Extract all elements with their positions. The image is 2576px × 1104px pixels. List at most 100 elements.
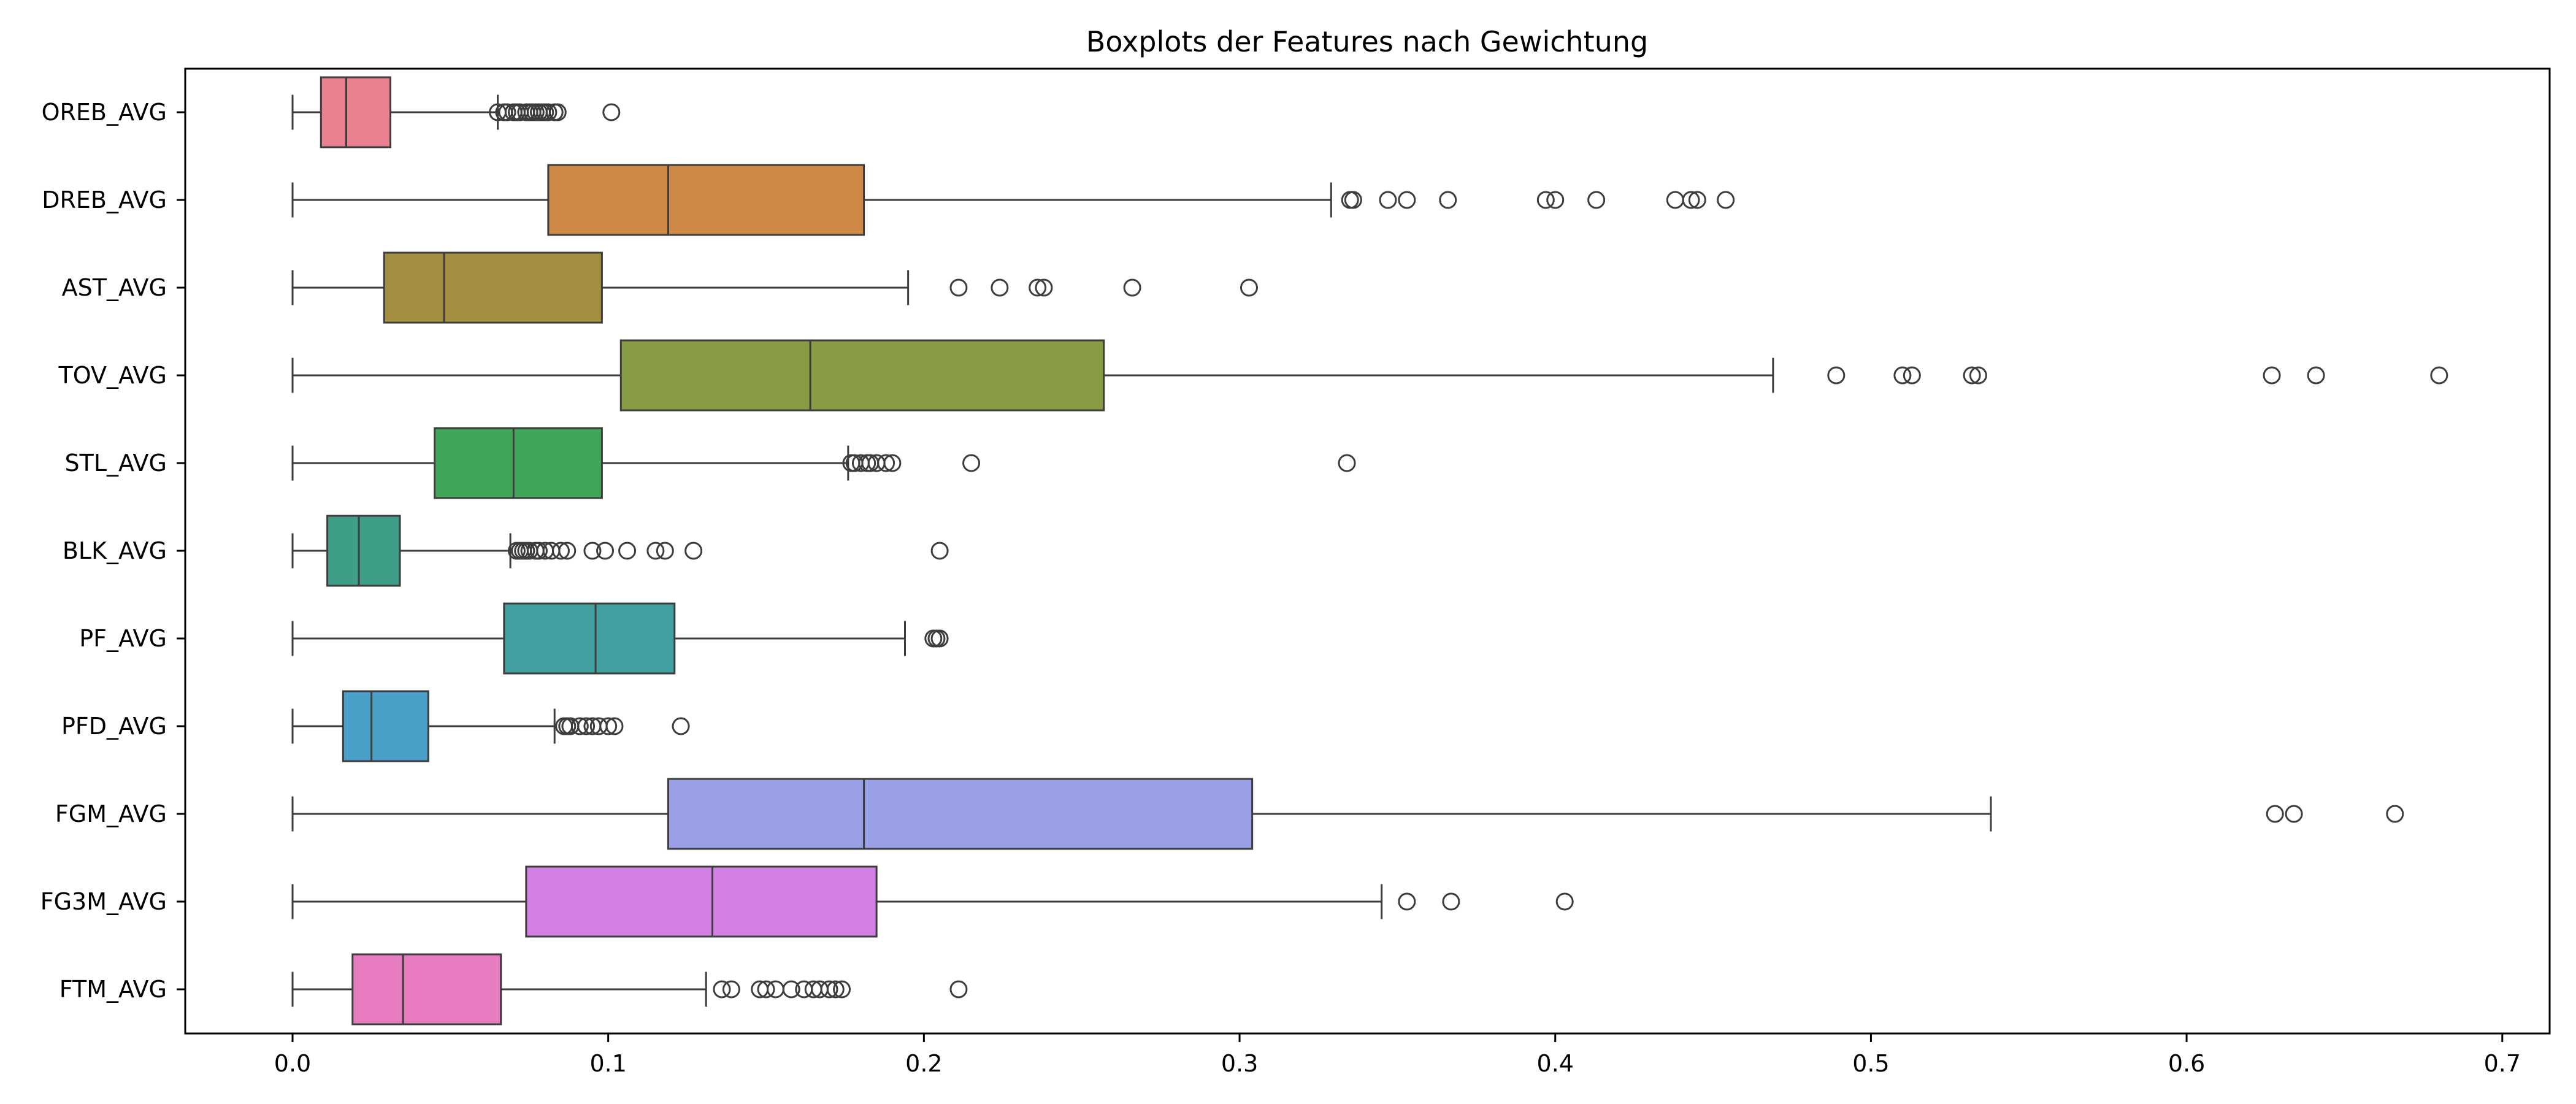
outlier-point	[577, 717, 596, 735]
box-iqr	[525, 865, 878, 938]
outlier-point	[1240, 278, 1258, 297]
x-tick-label: 0.5	[1852, 1050, 1889, 1077]
outlier-point	[1035, 278, 1053, 297]
outlier-point	[1344, 191, 1362, 209]
y-tick-label: FGM_AVG	[55, 800, 167, 827]
box-group-fgm-avg	[291, 778, 2404, 850]
outlier-point	[498, 103, 516, 121]
x-axis: 0.0 0.1 0.2 0.3 0.4 0.5 0.6 0.7	[274, 1033, 2521, 1077]
outlier-point	[713, 980, 731, 999]
y-axis: OREB_AVG DREB_AVG AST_AVG TOV_AVG STL_AVG BLK…	[40, 99, 185, 1003]
box-iqr	[383, 251, 603, 324]
y-tick-label: AST_AVG	[62, 274, 167, 301]
outlier-point	[596, 542, 615, 560]
chart-marks	[291, 76, 2448, 1025]
outlier-point	[605, 717, 624, 735]
outlier-point	[949, 980, 968, 999]
box-group-pfd-avg	[291, 690, 690, 762]
box-iqr	[342, 690, 429, 762]
outlier-point	[883, 454, 902, 472]
y-tick-label: FG3M_AVG	[40, 888, 167, 915]
outlier-point	[1893, 366, 1912, 385]
box-group-dreb-avg	[291, 164, 1735, 236]
box-group-pf-avg	[291, 602, 949, 675]
outlier-point	[1398, 191, 1416, 209]
outlier-point	[2285, 805, 2303, 823]
outlier-point	[599, 717, 618, 735]
outlier-point	[1969, 366, 1987, 385]
outlier-point	[1029, 278, 1047, 297]
outlier-point	[558, 542, 577, 560]
outlier-point	[1903, 366, 1921, 385]
x-tick-label: 0.1	[589, 1050, 626, 1077]
box-iqr	[434, 427, 603, 499]
x-tick-label: 0.2	[905, 1050, 942, 1077]
outlier-point	[1123, 278, 1141, 297]
box-iqr	[326, 515, 401, 587]
x-tick-label: 0.7	[2484, 1050, 2521, 1077]
x-tick-label: 0.3	[1221, 1050, 1258, 1077]
outlier-point	[529, 542, 548, 560]
outlier-point	[539, 103, 558, 121]
box-group-ast-avg	[291, 251, 1258, 324]
outlier-point	[684, 542, 703, 560]
box-iqr	[320, 76, 392, 148]
x-tick-label: 0.6	[2168, 1050, 2205, 1077]
box-group-stl-avg	[291, 427, 1356, 499]
outlier-point	[795, 980, 813, 999]
outlier-point	[782, 980, 800, 999]
outlier-point	[1666, 191, 1684, 209]
outlier-point	[1546, 191, 1565, 209]
x-tick-label: 0.0	[274, 1050, 311, 1077]
outlier-point	[646, 542, 665, 560]
outlier-point	[1587, 191, 1606, 209]
outlier-point	[570, 717, 589, 735]
y-tick-label: OREB_AVG	[42, 99, 167, 126]
outlier-point	[722, 980, 740, 999]
outlier-point	[877, 454, 895, 472]
outlier-point	[1442, 892, 1460, 911]
outlier-point	[583, 542, 602, 560]
outlier-point	[2386, 805, 2404, 823]
y-tick-label: DREB_AVG	[42, 186, 167, 213]
box-group-oreb-avg	[291, 76, 621, 148]
outlier-point	[930, 629, 949, 648]
y-tick-label: STL_AVG	[64, 450, 167, 477]
box-group-blk-avg	[291, 515, 949, 587]
outlier-point	[1717, 191, 1735, 209]
outlier-point	[1827, 366, 1846, 385]
outlier-point	[1398, 892, 1416, 911]
y-tick-label: PFD_AVG	[61, 713, 167, 740]
outlier-point	[602, 103, 621, 121]
outlier-point	[2430, 366, 2448, 385]
box-iqr	[503, 602, 676, 675]
outlier-point	[1338, 454, 1356, 472]
box-group-fg3m-avg	[291, 865, 1574, 938]
outlier-point	[1536, 191, 1555, 209]
box-group-ftm-avg	[291, 953, 968, 1025]
outlier-point	[991, 278, 1009, 297]
outlier-point	[820, 980, 838, 999]
chart-title: Boxplots der Features nach Gewichtung	[1086, 25, 1648, 58]
x-tick-label: 0.4	[1537, 1050, 1574, 1077]
box-group-tov-avg	[291, 339, 2448, 412]
outlier-point	[1439, 191, 1457, 209]
outlier-point	[2263, 366, 2281, 385]
outlier-point	[833, 980, 851, 999]
y-tick-label: TOV_AVG	[58, 362, 167, 389]
y-tick-label: PF_AVG	[79, 625, 167, 652]
box-iqr	[547, 164, 865, 236]
outlier-point	[672, 717, 690, 735]
outlier-point	[757, 980, 775, 999]
outlier-point	[1963, 366, 1981, 385]
outlier-point	[548, 103, 567, 121]
outlier-point	[949, 278, 968, 297]
outlier-point	[766, 980, 784, 999]
outlier-point	[1688, 191, 1706, 209]
box-iqr	[619, 339, 1105, 412]
y-tick-label: FTM_AVG	[59, 976, 167, 1003]
box-iqr	[667, 778, 1254, 850]
outlier-point	[2307, 366, 2325, 385]
